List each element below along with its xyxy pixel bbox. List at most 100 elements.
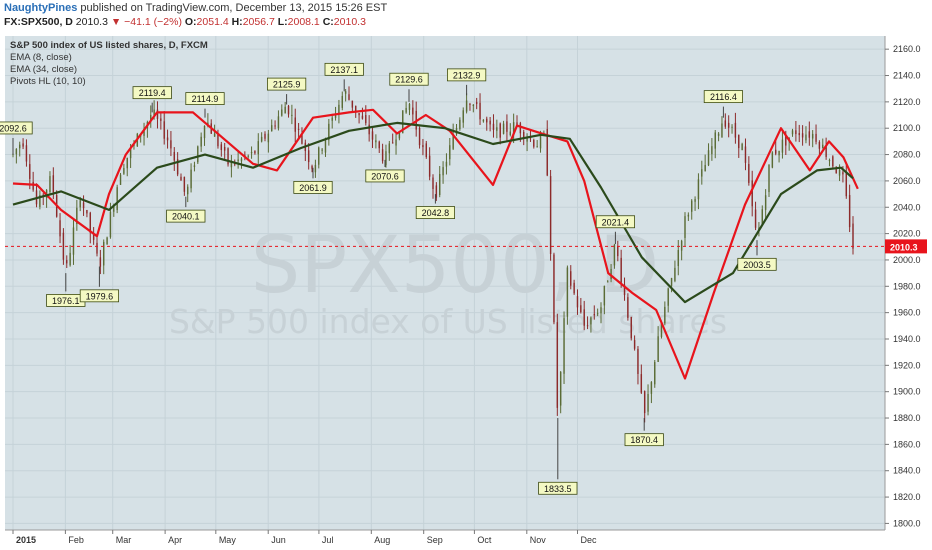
candle-body (338, 104, 340, 115)
candle (744, 138, 747, 171)
candle (828, 158, 831, 167)
candle (200, 132, 202, 152)
candle (637, 346, 639, 385)
pivot-label-text: 2125.9 (273, 80, 301, 90)
candle-body (176, 159, 179, 175)
candle-body (805, 134, 807, 141)
candle-body (173, 151, 175, 161)
candle-body (402, 110, 404, 134)
candle-body (180, 176, 182, 181)
ohlc-bar: FX:SPX500, D 2010.3 ▼ −41.1 (−2%) O:2051… (4, 16, 366, 28)
candle-body (274, 125, 276, 127)
candle-body (475, 102, 478, 104)
price-chart[interactable]: SPX500, D S&P 500 index of US listed sha… (0, 30, 932, 550)
candle-body (586, 325, 589, 327)
candle-body (425, 143, 427, 158)
candle-body (795, 130, 797, 135)
candle-body (106, 237, 108, 245)
candle (176, 152, 179, 177)
candle-body (257, 141, 259, 155)
candle-body (324, 138, 327, 153)
price-tick-label: 2120.0 (893, 97, 921, 107)
candle (267, 129, 270, 153)
candle-body (600, 307, 602, 314)
candle (361, 107, 364, 120)
candle (580, 297, 582, 314)
candle-body (822, 144, 824, 148)
pivot-label: 2040.1 (166, 209, 206, 223)
candle (630, 316, 632, 341)
candle-body (432, 177, 434, 189)
candle-body (637, 348, 639, 374)
candle-body (566, 267, 569, 317)
candle (566, 265, 569, 325)
candle (143, 122, 145, 146)
candle-body (314, 164, 317, 173)
candle (751, 170, 753, 217)
candle (761, 205, 763, 226)
legend-pivots: Pivots HL (10, 10) (10, 76, 86, 87)
candle-body (791, 130, 794, 135)
candle-body (428, 155, 431, 177)
candle (385, 144, 387, 168)
author-link[interactable]: NaughtyPines (4, 2, 78, 14)
candle-body (348, 94, 350, 100)
candle-body (385, 151, 387, 166)
candle-body (462, 110, 464, 123)
candle-body (771, 152, 774, 168)
candle (748, 156, 750, 186)
candle-body (523, 131, 525, 139)
candle (395, 131, 397, 155)
candle-body (684, 216, 686, 238)
ema-lines (12, 108, 859, 380)
candle-body (549, 176, 552, 254)
pivot-label-text: 2040.1 (172, 212, 200, 222)
candle (512, 113, 515, 144)
candle (432, 174, 434, 199)
candle (435, 182, 438, 201)
candle (479, 93, 481, 125)
candle (795, 120, 797, 142)
candle (778, 150, 780, 163)
time-axis[interactable]: 2015 Feb Mar Apr May Jun Jul Aug Sep Oct Nov Dec (5, 529, 885, 545)
candle-body (391, 142, 394, 144)
candle (617, 240, 619, 262)
candle-body (89, 212, 91, 233)
candle-body (741, 143, 743, 151)
candle-body (163, 121, 165, 139)
candle-body (694, 199, 696, 202)
candle-body (264, 133, 266, 139)
candle (371, 127, 374, 148)
pivot-label: 1976.1 (46, 294, 86, 307)
candle (388, 140, 391, 161)
candle-body (160, 118, 162, 121)
candle-body (240, 158, 243, 162)
pivot-label-text: 2119.4 (139, 88, 166, 98)
candle-body (486, 118, 488, 123)
candle-body (721, 123, 723, 138)
candle (170, 131, 172, 157)
price-tick-label: 2160.0 (893, 44, 921, 54)
candle-body (533, 139, 535, 147)
candle (486, 116, 488, 131)
candle (116, 184, 118, 214)
candle (391, 133, 394, 144)
pivot-label-text: 2116.4 (710, 92, 737, 102)
candle-body (707, 150, 710, 166)
candle (586, 316, 589, 330)
candle-body (334, 115, 337, 118)
candle-body (287, 105, 290, 115)
candle-body (519, 123, 522, 134)
last-price-badge: 2010.3 (885, 239, 927, 254)
candle-body (405, 107, 407, 113)
candle (583, 300, 585, 331)
candle (694, 196, 696, 211)
pivot-label-text: 2129.6 (395, 75, 423, 85)
candle (237, 151, 239, 169)
candle (318, 146, 320, 169)
candle (412, 100, 414, 122)
candle-body (845, 172, 847, 197)
price-axis[interactable]: 1800.0 1820.0 1840.0 1860.0 1880.0 1900.0 1920… (884, 36, 927, 530)
candle (86, 209, 88, 218)
candle-body (398, 131, 401, 139)
